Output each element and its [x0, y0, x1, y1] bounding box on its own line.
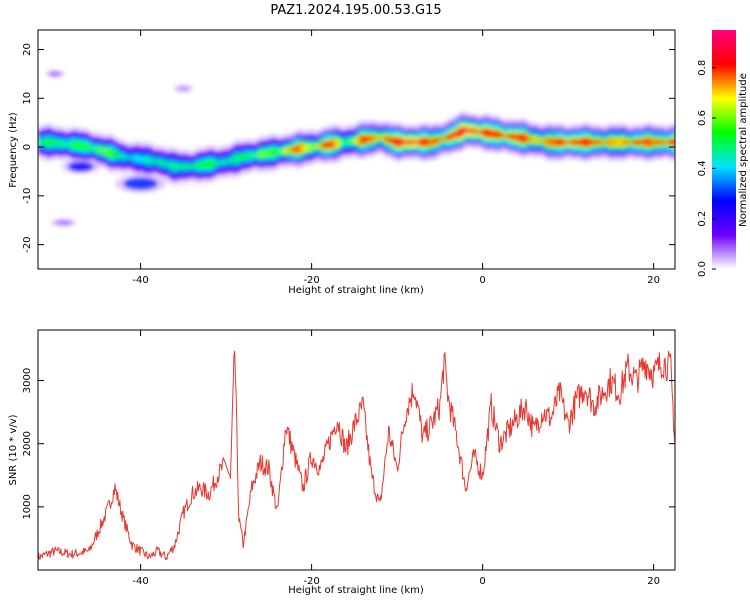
- snr-y-tick-2000: 2000: [22, 431, 33, 456]
- snr-panel: -40 -20 0 20 1000 2000 3000 Height of straight…: [8, 329, 676, 596]
- snr-ticks: -40 -20 0 20 1000 2000 3000: [22, 330, 675, 587]
- snr-x-tick-20: 20: [647, 576, 660, 587]
- snr-axes-frame: [37, 329, 676, 571]
- snr-x-tick-0: 0: [479, 576, 485, 587]
- snr-x-tick--20: -20: [303, 576, 319, 587]
- colorbar-label: Normalized spectral amplitude: [738, 73, 749, 227]
- spectrogram-panel: -40 -20 0 20 -20 -10 0 10 20 Height of straight …: [8, 29, 676, 296]
- spectrogram-x-axis-label: Height of straight line (km): [288, 285, 424, 296]
- spectrogram-x-tick--20: -20: [303, 275, 319, 286]
- colorbar-tick-3: 0.6: [697, 110, 708, 126]
- colorbar-tick-0: 0.0: [697, 261, 708, 277]
- spectrogram-band-4: [38, 127, 675, 172]
- spectrogram-plot-area: [38, 70, 675, 227]
- snr-series-line: [38, 350, 675, 562]
- snr-y-axis-label: SNR (10 * v/v): [8, 414, 19, 485]
- spectrogram-x-tick-20: 20: [647, 275, 660, 286]
- spectrogram-ticks: -40 -20 0 20 -20 -10 0 10 20: [22, 30, 675, 286]
- colorbar-ticks: 0.0 0.2 0.4 0.6 0.8: [697, 60, 716, 277]
- colorbar-tick-1: 0.2: [697, 211, 708, 227]
- snr-x-axis-label: Height of straight line (km): [288, 585, 424, 596]
- colorbar-tick-4: 0.8: [697, 60, 708, 76]
- colorbar-tick-2: 0.4: [697, 160, 708, 176]
- figure-title: PAZ1.2024.195.00.53.G15: [270, 3, 441, 18]
- colorbar: 0.0 0.2 0.4 0.6 0.8 Normalized spectral ampl…: [697, 30, 749, 277]
- spectrogram-y-tick--20: -20: [22, 236, 33, 252]
- snr-y-tick-3000: 3000: [22, 368, 33, 393]
- spectrogram-x-tick--40: -40: [132, 275, 148, 286]
- spectrogram-y-axis-label: Frequency (Hz): [8, 112, 19, 188]
- spectrogram-y-tick-0: 0: [22, 144, 33, 150]
- spectrogram-axes-frame: [37, 29, 676, 270]
- snr-y-tick-1000: 1000: [22, 494, 33, 519]
- colorbar-gradient: [712, 30, 736, 269]
- spectrogram-y-tick--10: -10: [22, 188, 33, 204]
- spectrogram-y-tick-10: 10: [22, 92, 33, 105]
- spectrogram-y-tick-20: 20: [22, 43, 33, 56]
- snr-x-tick--40: -40: [132, 576, 148, 587]
- spectrogram-x-tick-0: 0: [479, 275, 485, 286]
